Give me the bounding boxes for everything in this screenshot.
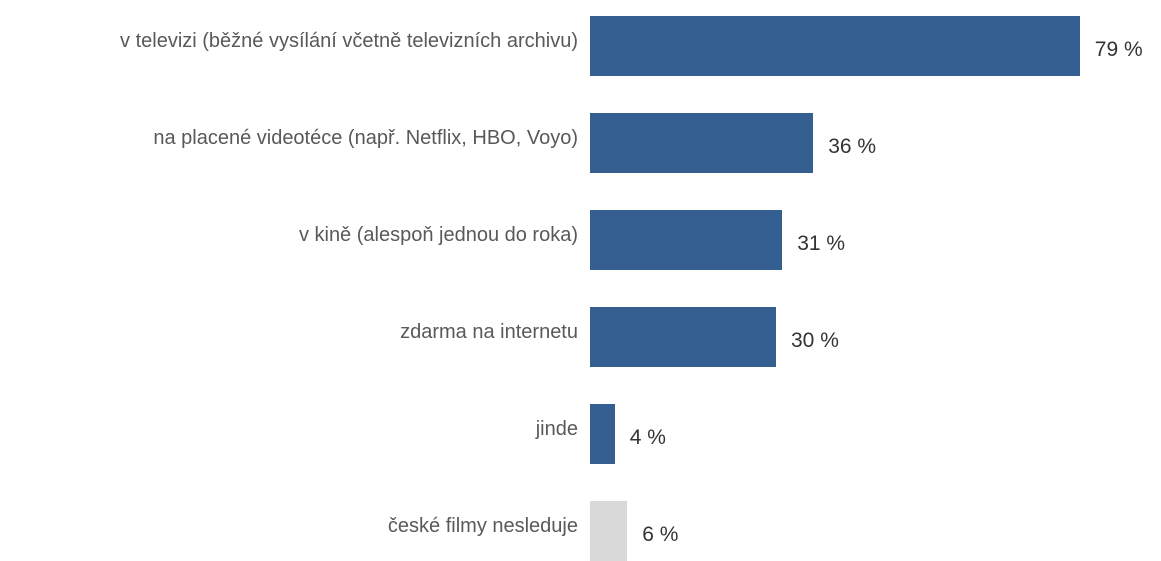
value-label: 36 % xyxy=(828,135,877,158)
category-label: v kině (alespoň jednou do roka) xyxy=(298,224,578,246)
category-label: jinde xyxy=(535,418,578,440)
value-label: 30 % xyxy=(791,329,839,352)
bar xyxy=(590,113,814,173)
value-label: 4 % xyxy=(629,426,666,449)
category-label: na placené videotéce (např. Netflix, HBO… xyxy=(153,127,578,149)
category-label: zdarma na internetu xyxy=(400,321,578,343)
value-label: 31 % xyxy=(797,232,846,255)
category-label: české filmy nesleduje xyxy=(387,515,578,537)
bar xyxy=(590,404,615,464)
value-label: 6 % xyxy=(642,523,679,546)
bar xyxy=(590,307,776,367)
bar xyxy=(590,501,628,561)
value-label: 79 % xyxy=(1094,38,1143,61)
bar xyxy=(590,210,783,270)
bar xyxy=(590,16,1080,76)
category-label: v televizi (běžné vysílání včetně televi… xyxy=(120,30,578,52)
